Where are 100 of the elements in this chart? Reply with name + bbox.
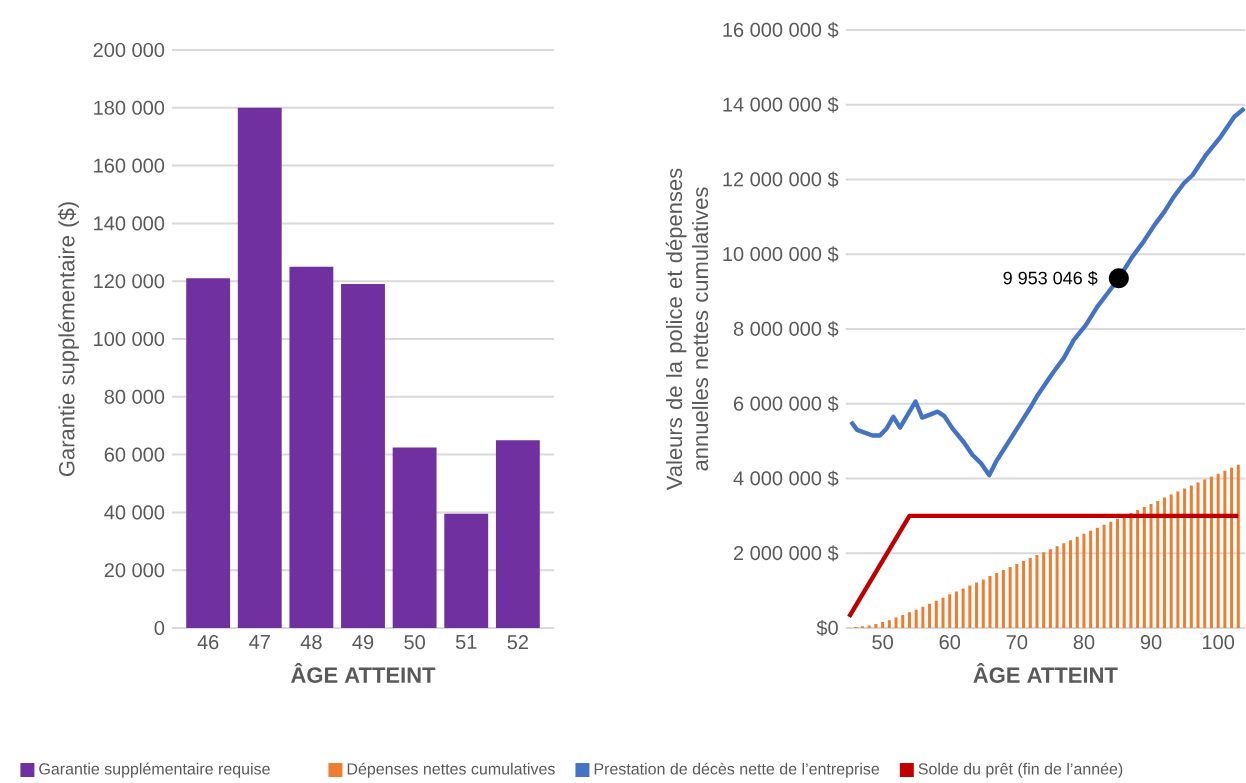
x-axis-title: ÂGE ATTEINT (291, 662, 436, 683)
bar (1216, 473, 1220, 628)
y-tick-label: 0 (154, 620, 165, 636)
y-tick-label: 60 000 (104, 447, 165, 462)
x-tick-label: 47 (249, 635, 270, 649)
bar (341, 284, 385, 628)
bar (914, 609, 918, 628)
bar (1209, 476, 1213, 628)
bar (901, 614, 905, 628)
x-axis-title: ÂGE ATTEINT (973, 662, 1118, 683)
bar (1109, 521, 1113, 628)
bar (1095, 527, 1099, 628)
y-tick-label: 4 000 000 $ (733, 470, 839, 487)
bar (1156, 500, 1160, 628)
bar (934, 600, 938, 628)
legend-label: Prestation de décès nette de l’entreprise (594, 762, 880, 778)
bar (392, 447, 437, 628)
x-tick-label: 49 (352, 635, 374, 650)
bar (1136, 509, 1140, 628)
bar (1122, 515, 1126, 628)
bar (961, 588, 965, 628)
y-tick-label: 2 000 000 $ (733, 545, 839, 562)
bar (1162, 497, 1166, 628)
bar (1102, 524, 1106, 628)
bar (921, 606, 925, 628)
line-series (848, 106, 1245, 478)
bar (495, 440, 540, 628)
y-tick-label: 14 000 000 $ (723, 96, 839, 113)
bar (1062, 543, 1066, 628)
bar (1048, 549, 1052, 628)
bar (1142, 506, 1146, 628)
y-tick-label: $0 (816, 619, 838, 637)
bar (1069, 540, 1073, 628)
bar (1035, 555, 1039, 628)
bar (995, 573, 999, 628)
bar (1008, 567, 1012, 628)
x-tick-label: 46 (197, 635, 219, 650)
bar (988, 576, 992, 628)
y-tick-label: 200 000 (93, 42, 165, 58)
bar (1176, 491, 1180, 628)
annotation: 9 953 046 $ (1003, 270, 1098, 286)
bar (907, 612, 911, 628)
y-axis-title: Valeurs de la police et dépenses annuelles nettes cumulatives (665, 168, 709, 491)
x-tick-label: 70 (1006, 635, 1028, 650)
bar (867, 625, 871, 628)
bar (1183, 488, 1187, 628)
bar (954, 591, 958, 628)
bar (874, 623, 878, 628)
bar (975, 582, 979, 628)
x-tick-label: 100 (1203, 635, 1235, 650)
bar (981, 579, 985, 628)
legend-label: Dépenses nettes cumulatives (347, 762, 555, 778)
y-tick-label: 10 000 000 $ (723, 246, 839, 263)
bar (237, 107, 282, 628)
legend-label: Solde du prêt (fin de l’année) (918, 762, 1123, 778)
x-tick-label: 80 (1073, 635, 1095, 650)
y-tick-label: 6 000 000 $ (733, 395, 839, 412)
y-tick-label: 16 000 000 $ (723, 21, 839, 39)
bar (1203, 479, 1207, 628)
bar (1196, 482, 1200, 628)
bar (894, 617, 898, 628)
x-tick-label: 48 (300, 635, 322, 650)
bar (289, 266, 334, 628)
x-tick-label: 50 (872, 635, 893, 650)
bar (1230, 467, 1234, 628)
bar (948, 594, 952, 628)
y-tick-label: 180 000 (94, 100, 165, 115)
y-tick-label: 12 000 000 $ (723, 171, 839, 188)
bar (1082, 533, 1086, 628)
x-tick-label: 60 (939, 635, 961, 650)
y-tick-label: 8 000 000 $ (733, 320, 839, 338)
bar (1028, 558, 1032, 628)
bar (444, 513, 489, 628)
bar (1223, 470, 1227, 628)
x-tick-label: 51 (455, 635, 477, 650)
bar (1169, 494, 1173, 628)
bar (1115, 518, 1120, 628)
bar (1089, 530, 1093, 628)
bar (968, 585, 972, 628)
y-tick-label: 140 000 (94, 216, 165, 231)
bar (1022, 561, 1026, 628)
bar (186, 278, 231, 628)
x-tick-label: 52 (507, 635, 528, 650)
y-tick-label: 80 000 (104, 389, 165, 404)
y-tick-label: 120 000 (94, 274, 165, 289)
bar (1075, 536, 1079, 628)
bar (1055, 546, 1059, 628)
bar (1015, 564, 1019, 628)
bar (1042, 552, 1046, 628)
bar (887, 620, 891, 628)
x-tick-label: 90 (1140, 635, 1162, 650)
bar (1149, 503, 1153, 628)
y-tick-label: 20 000 (104, 563, 165, 578)
bar (881, 622, 885, 628)
y-tick-label: 100 000 (94, 331, 165, 347)
y-tick-label: 160 000 (94, 158, 165, 173)
y-axis-title: Garantie supplémentaire ($) (58, 202, 79, 477)
bar (1236, 464, 1240, 628)
legend-label: Garantie supplémentaire requise (39, 762, 270, 778)
bar (928, 603, 932, 628)
